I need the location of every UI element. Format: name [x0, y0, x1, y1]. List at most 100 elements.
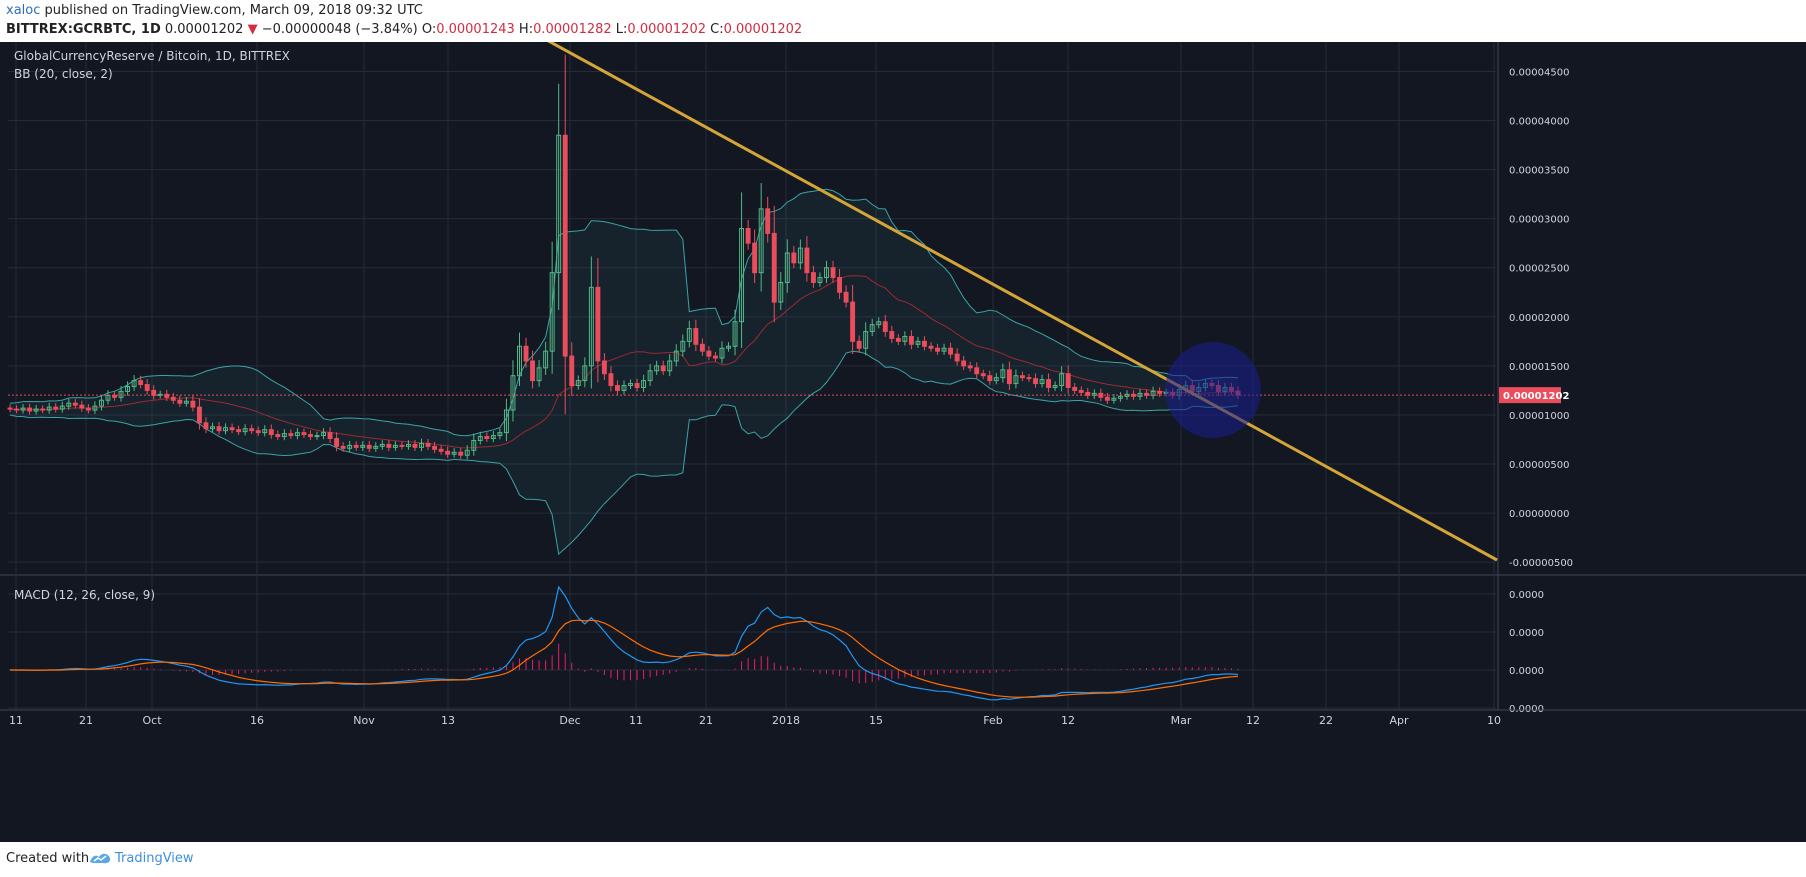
tradingview-link[interactable]: TradingView	[115, 851, 194, 866]
candle-body	[569, 355, 575, 387]
bb-basis	[9, 275, 1239, 449]
x-tick-label: Oct	[142, 714, 162, 727]
candle-body	[249, 428, 255, 432]
bb-upper	[9, 188, 1239, 437]
candle-body	[484, 436, 490, 440]
candle-body	[1000, 369, 1006, 379]
candle-body	[138, 380, 144, 386]
candle-body	[745, 227, 751, 244]
y-tick-label: -0.00000500	[1509, 558, 1573, 569]
candle-body	[236, 429, 242, 433]
bb-indicator-label[interactable]: BB (20, close, 2)	[14, 67, 113, 81]
candle-body	[419, 442, 424, 448]
low-label: L:	[615, 22, 628, 37]
candle-body	[954, 353, 960, 362]
candle-body	[1078, 389, 1084, 393]
x-tick-label: Apr	[1389, 714, 1409, 727]
candle-body	[628, 383, 633, 387]
candle-body	[634, 383, 640, 388]
macd-indicator-label[interactable]: MACD (12, 26, close, 9)	[14, 588, 155, 602]
tradingview-logo-icon[interactable]	[88, 850, 112, 866]
candle-body	[993, 377, 999, 382]
bb-fill	[10, 189, 1238, 555]
candle-body	[170, 396, 176, 401]
candle-body	[556, 134, 562, 274]
author-link[interactable]: xaloc	[6, 3, 41, 18]
candle-body	[980, 373, 986, 377]
last-price-badge	[1499, 387, 1561, 404]
candle-body	[301, 432, 307, 436]
candle-body	[105, 394, 111, 401]
candle-body	[948, 347, 954, 355]
candle-body	[425, 442, 431, 447]
candle-body	[373, 445, 379, 449]
candle-body	[830, 267, 836, 279]
candle-body	[288, 433, 294, 437]
candle-body	[974, 367, 980, 375]
x-tick-label: 15	[869, 714, 883, 727]
candle-body	[59, 405, 65, 410]
candle-body	[889, 331, 895, 339]
candle-body	[353, 444, 359, 448]
candle-body	[791, 252, 797, 264]
footer: Created with TradingView	[0, 842, 1806, 877]
candle-body	[20, 407, 26, 411]
x-tick-label: 10	[1487, 714, 1501, 727]
candle-body	[549, 272, 555, 352]
candle-body	[14, 408, 19, 411]
candle-body	[1117, 395, 1123, 399]
candle-body	[543, 350, 549, 369]
candle-body	[327, 432, 333, 440]
y-tick-label: 0.00004500	[1509, 67, 1569, 78]
candle-body	[1072, 386, 1078, 391]
x-tick-label: 13	[441, 714, 455, 727]
y-tick-label: 0.00003000	[1509, 215, 1569, 226]
candle-body	[445, 450, 451, 455]
macd-tick-label: 0.0000	[1509, 628, 1544, 639]
candle-body	[908, 335, 914, 345]
candle-body	[641, 380, 647, 388]
candle-body	[732, 321, 738, 347]
candle-body	[1052, 385, 1058, 388]
down-arrow-icon: ▼	[247, 22, 258, 37]
candle-body	[654, 365, 660, 372]
candle-body	[405, 443, 411, 447]
candle-body	[216, 426, 222, 432]
candle-body	[177, 399, 183, 404]
candle-body	[1046, 379, 1052, 388]
candle-body	[308, 434, 313, 438]
candle-body	[1085, 391, 1091, 396]
candle-body	[497, 432, 503, 437]
candle-body	[412, 443, 418, 448]
candle-body	[79, 404, 85, 409]
candle-body	[125, 386, 131, 392]
candle-body	[27, 407, 33, 412]
candle-body	[601, 360, 607, 375]
candle-body	[941, 347, 947, 352]
high-label: H:	[518, 22, 534, 37]
grid-lines	[0, 42, 1806, 710]
candle-body	[562, 134, 568, 357]
x-tick-label: 16	[250, 714, 264, 727]
candle-body	[1065, 373, 1071, 388]
macd-tick-label: 0.0000	[1509, 590, 1544, 601]
price-chart[interactable]: 0.00001202 0.00004500 0.00004000 0.0000350…	[0, 36, 1806, 842]
x-tick-label: 12	[1246, 714, 1260, 727]
candle-body	[144, 384, 150, 391]
candle-body	[131, 380, 137, 388]
candle-body	[98, 399, 104, 407]
chart-area[interactable]: 0.00001202 0.00004500 0.00004000 0.0000350…	[0, 36, 1806, 842]
candle-body	[242, 428, 248, 433]
candle-body	[196, 406, 202, 424]
candle-body	[255, 430, 261, 434]
trend-line	[542, 36, 1498, 562]
candle-body	[471, 439, 477, 451]
candle-body	[739, 227, 745, 323]
candle-body	[850, 301, 856, 342]
candle-body	[843, 291, 849, 303]
candle-body	[595, 286, 601, 362]
candle-body	[876, 321, 882, 326]
candle-body	[647, 370, 653, 382]
candle-body	[294, 432, 300, 437]
candle-body	[895, 337, 901, 342]
